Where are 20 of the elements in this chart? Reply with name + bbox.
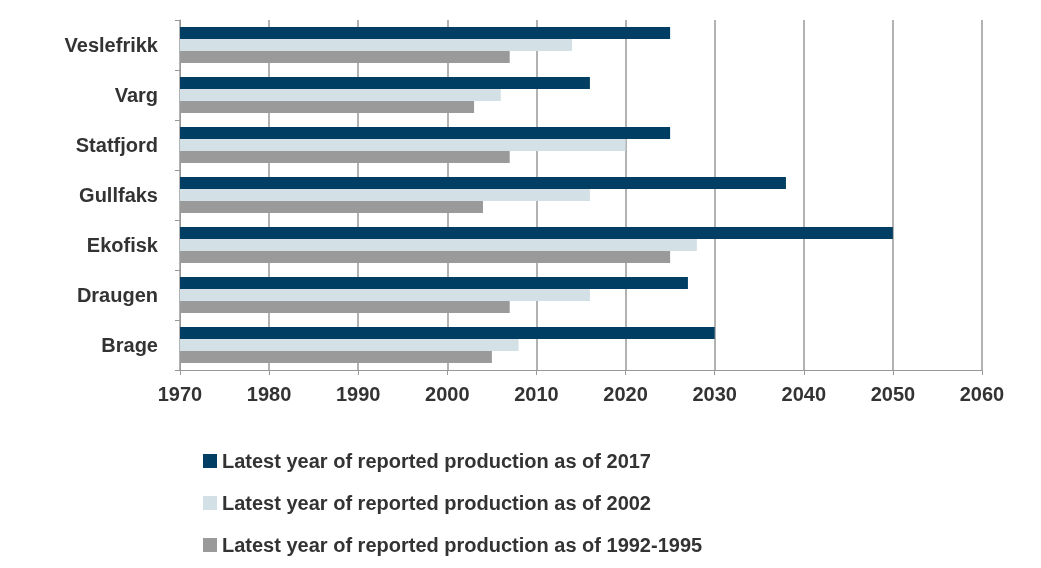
x-tick-label: 2000 — [425, 383, 470, 405]
x-tick-label: 2030 — [692, 383, 737, 405]
y-tick-label: Varg — [114, 84, 158, 106]
legend-label: Latest year of reported production as of 2002 — [222, 492, 651, 514]
x-tick-label: 2040 — [781, 383, 827, 405]
legend-label: Latest year of reported production as of 2017 — [222, 450, 651, 472]
x-tick-label: 2060 — [959, 383, 1005, 405]
x-tick-label: 2050 — [870, 383, 916, 405]
y-tick-label: Brage — [101, 334, 158, 356]
x-tick-label: 1970 — [157, 383, 203, 405]
y-tick-label: Statfjord — [75, 134, 158, 156]
x-tick-label: 2020 — [603, 383, 648, 405]
x-tick-label: 1980 — [246, 383, 292, 405]
x-tick-label: 1990 — [335, 383, 381, 405]
y-tick-label: Ekofisk — [86, 234, 159, 256]
y-tick-label: Gullfaks — [79, 184, 158, 206]
x-tick-label: 2010 — [514, 383, 559, 405]
legend-label: Latest year of reported production as of 1992-1995 — [222, 534, 703, 556]
y-tick-label: Draugen — [76, 284, 158, 306]
y-tick-label: Veslefrikk — [64, 34, 159, 56]
